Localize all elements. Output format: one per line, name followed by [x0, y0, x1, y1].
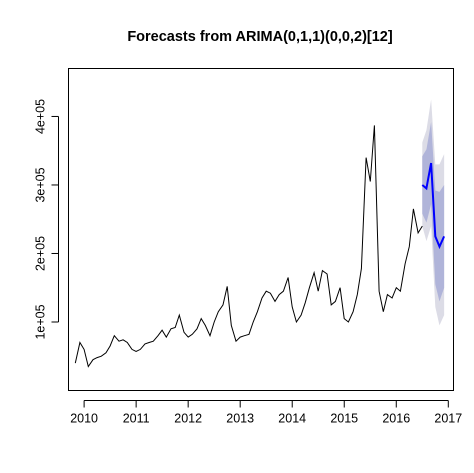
y-tick-label: 4e+05: [34, 99, 48, 134]
x-tick-label: 2015: [330, 412, 358, 426]
x-axis: 2010 2011 2012 2013 2014 2015 2016 2017: [70, 400, 462, 426]
x-tick-label: 2014: [278, 412, 306, 426]
x-tick-label: 2013: [226, 412, 254, 426]
x-tick-label: 2011: [123, 412, 150, 426]
observed-layer: [74, 125, 423, 368]
y-tick-label: 2e+05: [34, 236, 48, 271]
observed-series-line: [74, 125, 423, 368]
y-tick-label: 1e+05: [34, 304, 48, 339]
forecast-series-line: [421, 162, 446, 250]
x-tick-label: 2017: [434, 412, 462, 426]
x-tick-label: 2016: [382, 412, 410, 426]
y-axis: 1e+05 2e+05 3e+05 4e+05: [34, 99, 59, 340]
x-tick-label: 2012: [174, 412, 202, 426]
y-tick-label: 3e+05: [34, 167, 48, 202]
plot-frame: [68, 68, 454, 391]
chart-title: Forecasts from ARIMA(0,1,1)(0,0,2)[12]: [127, 29, 393, 45]
x-tick-label: 2010: [70, 412, 98, 426]
forecast-layer: [421, 162, 446, 250]
